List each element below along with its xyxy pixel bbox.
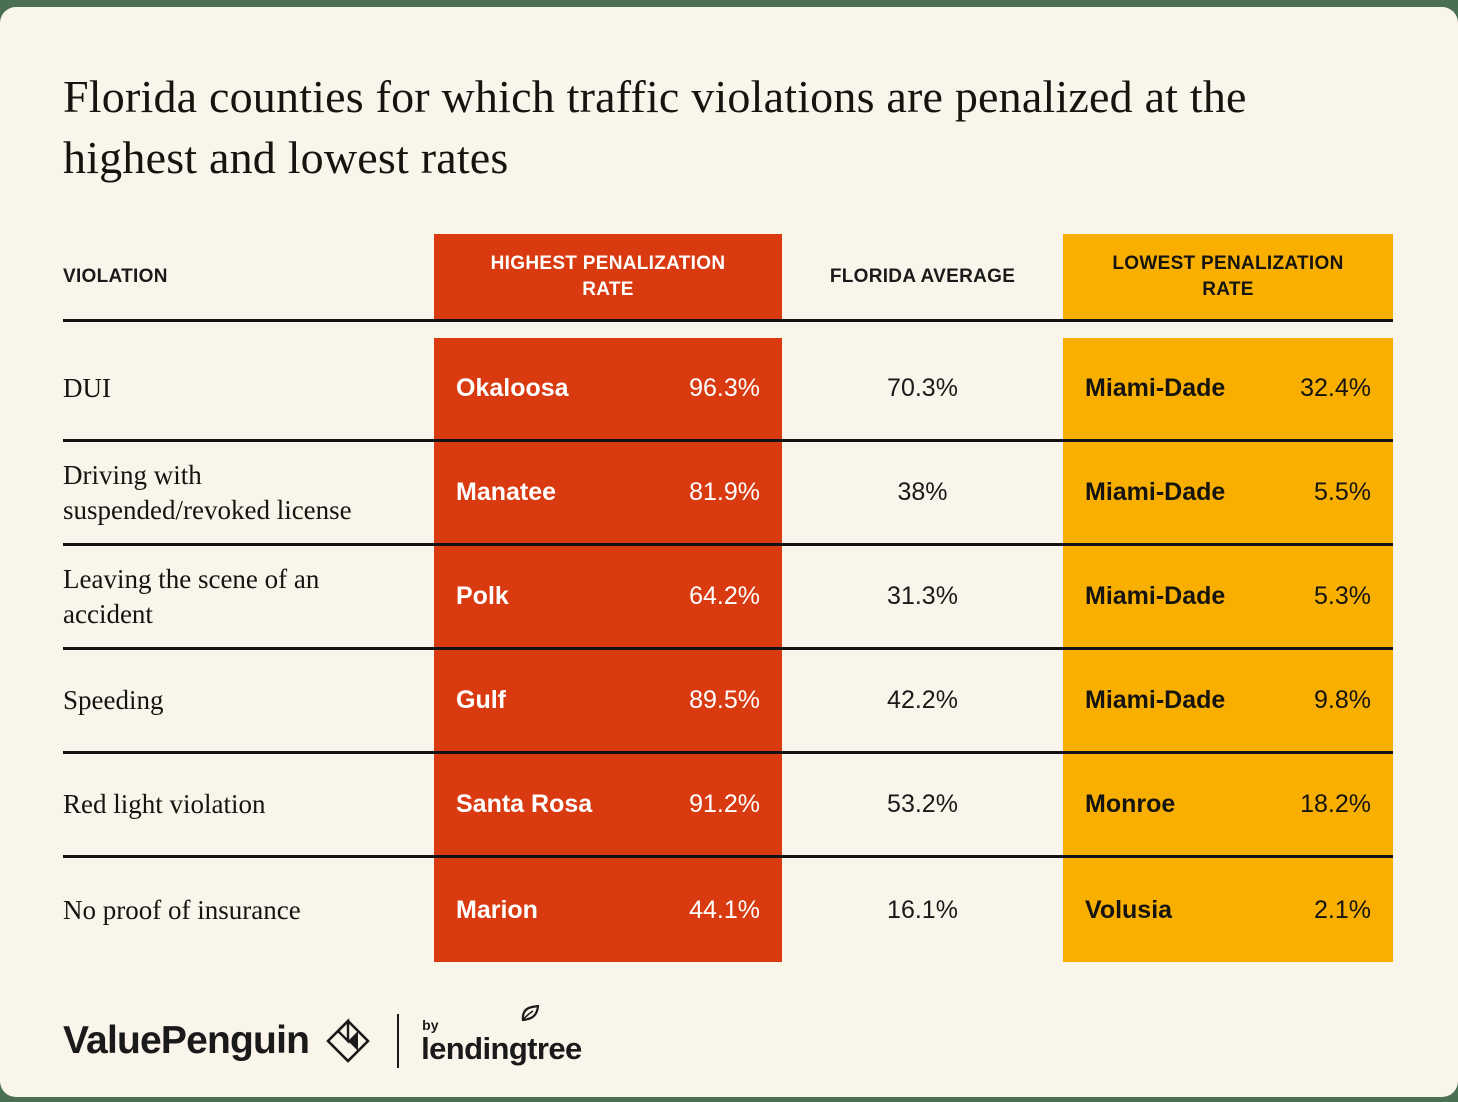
- highest-rate-value: 91.2%: [689, 790, 760, 819]
- penalization-table: VIOLATION HIGHEST PENALIZATION RATE FLOR…: [63, 234, 1393, 963]
- lowest-rate-value: 5.5%: [1314, 478, 1371, 507]
- florida-average-cell: 70.3%: [782, 338, 1063, 443]
- lowest-rate-cell: Volusia 2.1%: [1063, 858, 1393, 963]
- lowest-rate-value: 9.8%: [1314, 686, 1371, 715]
- brand-footer: ValuePenguin by lendingtree: [63, 1005, 1395, 1076]
- highest-rate-value: 89.5%: [689, 686, 760, 715]
- lowest-county: Volusia: [1085, 895, 1173, 924]
- lendingtree-logo-text: lendingtree: [421, 1031, 582, 1067]
- florida-average-cell: 16.1%: [887, 895, 958, 924]
- valuepenguin-logo-text: ValuePenguin: [63, 1019, 310, 1063]
- highest-rate-value: 44.1%: [689, 895, 760, 924]
- lowest-county: Miami-Dade: [1085, 582, 1226, 611]
- highest-rate-cell: Santa Rosa 91.2%: [434, 754, 782, 859]
- violation-cell: Red light violation: [63, 754, 434, 859]
- violation-cell: No proof of insurance: [63, 894, 301, 925]
- highest-county: Manatee: [456, 478, 557, 507]
- highest-rate-value: 64.2%: [689, 582, 760, 611]
- valuepenguin-diamond-icon: [326, 1018, 370, 1064]
- violation-cell: Leaving the scene of an accident: [63, 546, 434, 651]
- violation-cell: Driving with suspended/revoked license: [63, 442, 434, 547]
- highest-county: Okaloosa: [456, 374, 569, 403]
- highest-county: Gulf: [456, 686, 506, 715]
- lowest-rate-cell: Miami-Dade 9.8%: [1063, 650, 1393, 755]
- violation-cell: DUI: [63, 338, 434, 443]
- lowest-rate-value: 5.3%: [1314, 582, 1371, 611]
- lowest-rate-value: 2.1%: [1314, 895, 1371, 924]
- header-violation: VIOLATION: [63, 234, 434, 323]
- lowest-county: Miami-Dade: [1085, 478, 1226, 507]
- infographic-card: Florida counties for which traffic viola…: [0, 7, 1458, 1097]
- header-highest-penalization-rate: HIGHEST PENALIZATION RATE: [434, 234, 782, 323]
- highest-county: Polk: [456, 582, 509, 611]
- lowest-county: Miami-Dade: [1085, 686, 1226, 715]
- lowest-county: Miami-Dade: [1085, 374, 1226, 403]
- highest-rate-value: 81.9%: [689, 478, 760, 507]
- highest-county: Santa Rosa: [456, 790, 593, 819]
- lowest-rate-value: 18.2%: [1300, 790, 1371, 819]
- footer-divider: [397, 1014, 400, 1069]
- highest-rate-cell: Gulf 89.5%: [434, 650, 782, 755]
- highest-county: Marion: [456, 895, 538, 924]
- lowest-county: Monroe: [1085, 790, 1176, 819]
- highest-rate-cell: Okaloosa 96.3%: [434, 338, 782, 443]
- highest-rate-cell: Manatee 81.9%: [434, 442, 782, 547]
- header-florida-average: FLORIDA AVERAGE: [782, 234, 1063, 323]
- florida-average-cell: 53.2%: [782, 754, 1063, 859]
- header-lowest-penalization-rate: LOWEST PENALIZATION RATE: [1063, 234, 1393, 323]
- page-title: Florida counties for which traffic viola…: [63, 71, 1247, 183]
- highest-rate-value: 96.3%: [689, 374, 760, 403]
- florida-average-cell: 38%: [782, 442, 1063, 547]
- florida-average-cell: 42.2%: [782, 650, 1063, 755]
- violation-cell: Speeding: [63, 650, 434, 755]
- lowest-rate-cell: Monroe 18.2%: [1063, 754, 1393, 859]
- florida-average-cell: 31.3%: [782, 546, 1063, 651]
- highest-rate-cell: Polk 64.2%: [434, 546, 782, 651]
- lowest-rate-value: 32.4%: [1300, 374, 1371, 403]
- highest-rate-cell: Marion 44.1%: [434, 858, 782, 963]
- lendingtree-logo: by lendingtree: [421, 1005, 582, 1067]
- leaf-icon: [521, 1005, 540, 1022]
- by-label: by: [422, 1017, 439, 1034]
- lowest-rate-cell: Miami-Dade 5.3%: [1063, 546, 1393, 651]
- lowest-rate-cell: Miami-Dade 5.5%: [1063, 442, 1393, 547]
- lowest-rate-cell: Miami-Dade 32.4%: [1063, 338, 1393, 443]
